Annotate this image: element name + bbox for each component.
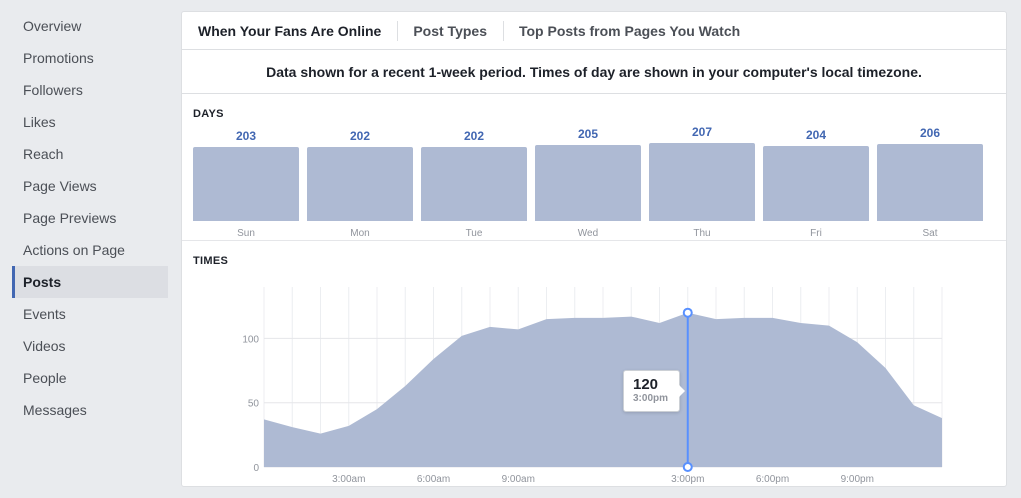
day-value-label: 203 (235, 128, 257, 143)
x-tick-label: 3:00am (332, 474, 365, 485)
sidebar-item-promotions[interactable]: Promotions (23, 50, 94, 66)
x-tick-label: 6:00am (417, 474, 450, 485)
tab-post-types[interactable]: Post Types (397, 12, 503, 50)
highlight-point-bottom[interactable] (682, 462, 693, 472)
sidebar-item-page-views[interactable]: Page Views (23, 178, 97, 194)
x-tick-label: 3:00pm (671, 474, 704, 485)
day-value-label: 202 (463, 129, 485, 144)
day-bar[interactable] (535, 145, 641, 221)
tab-top-posts-from-pages-you-watch[interactable]: Top Posts from Pages You Watch (502, 12, 756, 50)
day-column: 202 Mon (307, 95, 413, 241)
sidebar-item-followers[interactable]: Followers (23, 82, 83, 98)
x-tick-label: 6:00pm (756, 474, 789, 485)
day-value-label: 202 (349, 129, 371, 144)
y-tick-label: 0 (253, 463, 259, 474)
days-section: DAYS 203 Sun 202 Mon 202 Tue 205 Wed 207 Thu 204 Fr… (182, 95, 1006, 241)
timezone-notice: Data shown for a recent 1-week period. T… (182, 51, 1006, 94)
day-bar[interactable] (421, 147, 527, 221)
y-tick-label: 50 (248, 399, 260, 410)
tab-bar: When Your Fans Are Online Post Types Top P… (182, 12, 1006, 50)
day-value-label: 205 (577, 127, 599, 141)
day-column: 204 Fri (763, 95, 869, 241)
sidebar-item-page-previews[interactable]: Page Previews (23, 210, 117, 226)
day-column: 207 Thu (649, 95, 755, 241)
sidebar-item-videos[interactable]: Videos (23, 338, 66, 354)
sidebar-item-reach[interactable]: Reach (23, 146, 64, 162)
day-name-label: Thu (693, 228, 711, 239)
day-name-label: Sat (922, 228, 938, 239)
y-tick-label: 100 (242, 334, 259, 345)
sidebar-item-actions-on-page[interactable]: Actions on Page (23, 242, 125, 258)
day-name-label: Mon (350, 228, 370, 239)
times-section: TIMES 0 50 100 3:00am 6:00am 9:00am 3:00pm 6:00… (182, 242, 1006, 487)
day-bar[interactable] (193, 146, 299, 221)
sidebar-item-people[interactable]: People (23, 370, 67, 386)
day-bar[interactable] (649, 143, 755, 221)
day-value-label: 204 (805, 127, 827, 142)
day-value-label: 207 (691, 125, 713, 140)
day-bar[interactable] (763, 145, 869, 221)
sidebar-item-likes[interactable]: Likes (23, 114, 56, 130)
day-name-label: Tue (465, 228, 483, 239)
times-area (264, 312, 942, 467)
sidebar-item-posts[interactable]: Posts (12, 266, 168, 298)
day-bar[interactable] (877, 144, 983, 221)
day-name-label: Wed (577, 228, 599, 239)
x-tick-label: 9:00am (502, 474, 535, 485)
sidebar-item-overview[interactable]: Overview (23, 18, 82, 34)
day-column: 206 Sat (877, 95, 983, 241)
chart-tooltip: 120 3:00pm (623, 370, 685, 412)
day-bar[interactable] (307, 147, 413, 221)
sidebar-item-events[interactable]: Events (23, 306, 66, 322)
tooltip-time: 3:00pm (633, 393, 669, 404)
day-column: 202 Tue (421, 95, 527, 241)
tooltip-value: 120 (633, 376, 659, 393)
day-column: 205 Wed (535, 95, 641, 241)
days-section-title: DAYS (193, 108, 224, 120)
insights-panel: When Your Fans Are Online Post Types Top P… (181, 11, 1007, 487)
sidebar-item-messages[interactable]: Messages (23, 402, 87, 418)
highlight-point-top[interactable] (682, 307, 693, 318)
times-chart[interactable]: 0 50 100 3:00am 6:00am 9:00am 3:00pm 6:00pm 9:00… (182, 242, 1006, 487)
sidebar-nav: Overview Promotions Followers Likes Reach Pag… (0, 0, 170, 498)
day-column: 203 Sun (193, 95, 299, 241)
day-name-label: Sun (237, 228, 255, 239)
day-value-label: 206 (919, 126, 941, 141)
day-name-label: Fri (810, 228, 822, 239)
x-tick-label: 9:00pm (841, 474, 874, 485)
tab-when-your-fans-are-online[interactable]: When Your Fans Are Online (198, 22, 382, 39)
times-section-title: TIMES (193, 255, 229, 267)
